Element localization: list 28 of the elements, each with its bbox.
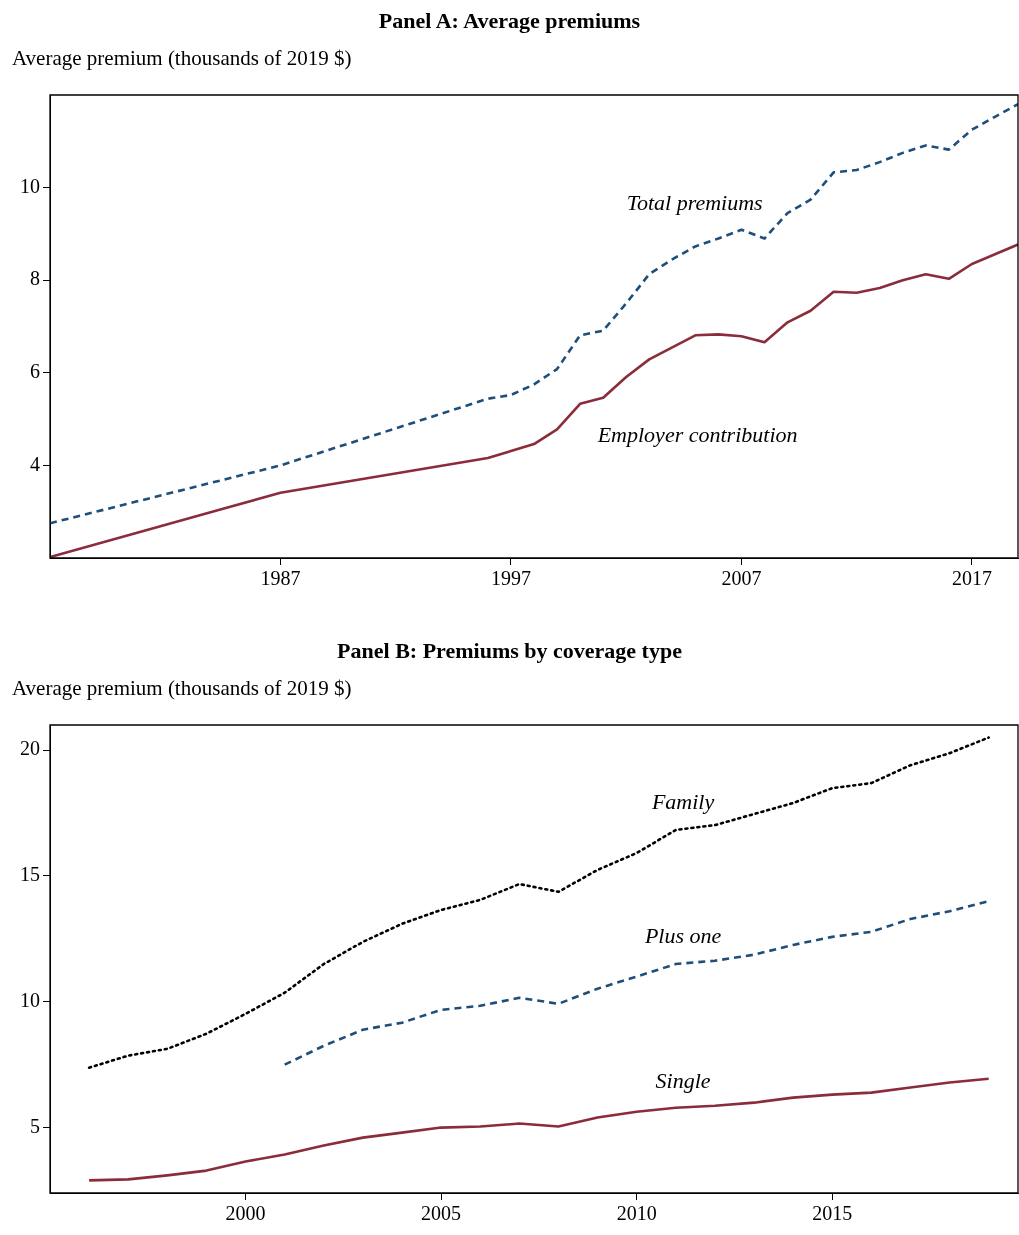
y-axis-title: Average premium (thousands of 2019 $) bbox=[12, 676, 352, 701]
x-tick-label: 2000 bbox=[225, 1202, 266, 1225]
line-series bbox=[50, 102, 1018, 525]
x-tick-label: 2007 bbox=[721, 567, 762, 590]
y-tick-label: 15 bbox=[20, 863, 40, 886]
x-tick-label: 2017 bbox=[951, 567, 992, 590]
x-tick-label: 1997 bbox=[490, 567, 531, 590]
y-tick-label: 10 bbox=[20, 174, 40, 197]
x-tick-label: 2015 bbox=[812, 1202, 853, 1225]
series-label: Single bbox=[655, 1068, 711, 1094]
x-tick-label: 2010 bbox=[616, 1202, 657, 1225]
chart-title: Panel B: Premiums by coverage type bbox=[336, 638, 683, 664]
y-tick-label: 8 bbox=[30, 267, 40, 290]
chart-title: Panel A: Average premiums bbox=[377, 8, 642, 34]
line-series bbox=[87, 736, 990, 1069]
line-series bbox=[283, 899, 990, 1066]
y-axis-title: Average premium (thousands of 2019 $) bbox=[12, 46, 352, 71]
series-label: Plus one bbox=[643, 923, 722, 949]
y-tick-label: 6 bbox=[30, 360, 40, 383]
y-tick-label: 10 bbox=[20, 989, 40, 1012]
series-label: Total premiums bbox=[626, 189, 763, 215]
y-tick-label: 20 bbox=[20, 737, 40, 760]
series-label: Employer contribution bbox=[596, 421, 798, 447]
x-tick-label: 2005 bbox=[421, 1202, 462, 1225]
series-label: Family bbox=[650, 788, 715, 814]
y-tick-label: 5 bbox=[30, 1114, 40, 1137]
x-tick-label: 1987 bbox=[260, 567, 301, 590]
y-tick-label: 4 bbox=[30, 452, 40, 475]
